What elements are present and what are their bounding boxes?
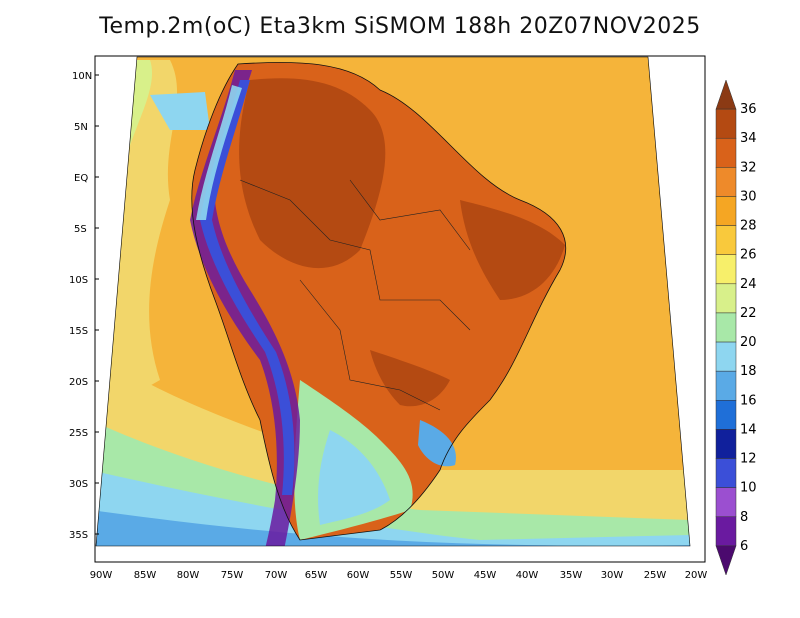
colorbar-label: 18: [740, 364, 757, 379]
colorbar-swatch: [715, 283, 737, 314]
colorbar-swatch: [715, 400, 737, 430]
colorbar-swatch: [715, 370, 737, 401]
lon-label: 45W: [474, 570, 497, 581]
lon-label: 30W: [601, 570, 624, 581]
colorbar-swatch: [715, 545, 737, 576]
lat-label: 5N: [74, 122, 88, 133]
colorbar-label: 22: [740, 306, 757, 321]
lon-label: 60W: [347, 570, 370, 581]
colorbar-label: 24: [740, 277, 757, 292]
lon-label: 70W: [265, 570, 288, 581]
lon-label: 40W: [516, 570, 539, 581]
lon-label: 55W: [390, 570, 413, 581]
colorbar-swatch: [715, 429, 737, 459]
lon-label: 25W: [644, 570, 667, 581]
lat-label: 10N: [72, 71, 92, 82]
colorbar-swatch: [715, 137, 737, 168]
colorbar-swatch: [715, 225, 737, 255]
colorbar-label: 16: [740, 393, 757, 408]
colorbar-swatch: [715, 312, 737, 343]
lon-label: 65W: [305, 570, 328, 581]
projection-boundary: [95, 56, 691, 547]
lat-label: 15S: [69, 326, 88, 337]
colorbar-label: 34: [740, 131, 757, 146]
colorbar-label: 20: [740, 335, 757, 350]
lon-label: 75W: [221, 570, 244, 581]
lat-label: 10S: [69, 275, 88, 286]
colorbar-swatch: [715, 341, 737, 372]
temperature-field: [96, 57, 690, 546]
lat-label: 30S: [69, 479, 88, 490]
lat-label: 20S: [69, 377, 88, 388]
colorbar-label: 12: [740, 452, 757, 467]
colorbar-label: 28: [740, 219, 757, 234]
colorbar-label: 32: [740, 160, 757, 175]
lon-label: 90W: [90, 570, 113, 581]
colorbar-swatch: [715, 108, 737, 139]
colorbar-swatch: [715, 458, 737, 488]
lat-label: 35S: [69, 530, 88, 541]
colorbar: 36 34 32 30 28 26 24 22 20 18 16 14 12 10 8 6: [715, 79, 757, 576]
colorbar-swatch: [715, 516, 737, 547]
colorbar-label: 30: [740, 189, 757, 204]
lat-label: EQ: [74, 173, 88, 184]
colorbar-label: 14: [740, 422, 757, 437]
colorbar-swatch: [715, 254, 737, 285]
colorbar-swatch: [715, 167, 737, 197]
colorbar-label: 26: [740, 248, 757, 263]
lat-axis: 10N 5N EQ 5S 10S 15S 20S 25S 30S 35S: [69, 71, 99, 541]
colorbar-swatch: [715, 196, 737, 226]
colorbar-label: 36: [740, 102, 757, 117]
chart-title: Temp.2m(oC) Eta3km SiSMOM 188h 20Z07NOV2…: [99, 14, 701, 39]
colorbar-label: 10: [740, 481, 757, 496]
lon-axis: 90W 85W 80W 75W 70W 65W 60W 55W 50W 45W …: [90, 570, 708, 581]
colorbar-label: 8: [740, 510, 748, 525]
colorbar-label: 6: [740, 539, 748, 554]
lon-label: 35W: [560, 570, 583, 581]
lon-label: 85W: [134, 570, 157, 581]
lon-label: 20W: [685, 570, 708, 581]
lat-label: 25S: [69, 428, 88, 439]
colorbar-swatch: [715, 79, 737, 110]
lat-label: 5S: [74, 224, 87, 235]
colorbar-swatch: [715, 487, 737, 518]
lon-label: 80W: [177, 570, 200, 581]
lon-label: 50W: [432, 570, 455, 581]
